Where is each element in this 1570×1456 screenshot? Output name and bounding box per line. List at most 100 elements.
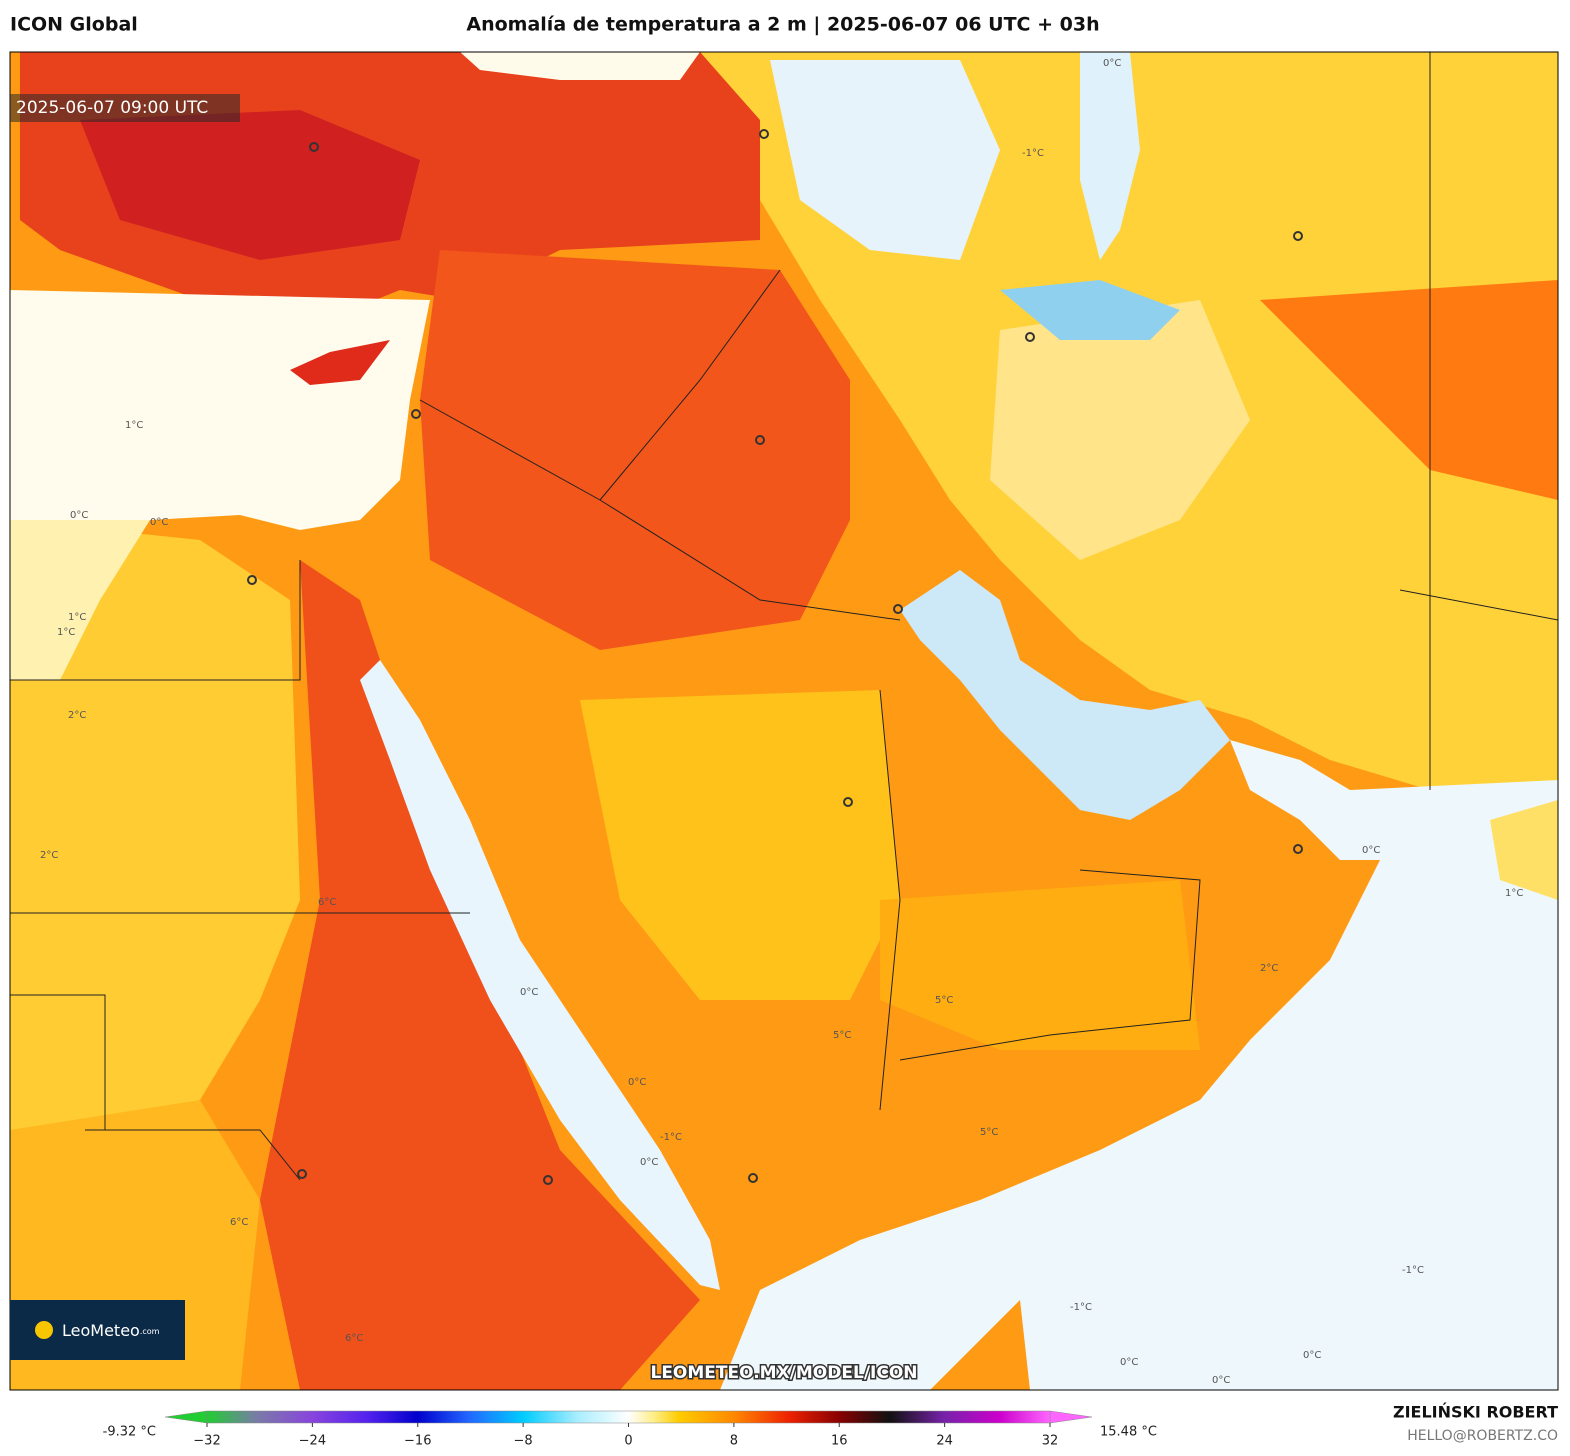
contour-label: 0°C (1303, 1350, 1321, 1361)
sea (1080, 52, 1140, 260)
city (748, 1173, 758, 1183)
colorbar-tick-label: −24 (299, 1434, 326, 1449)
borders (10, 52, 1558, 1181)
city (247, 575, 257, 585)
cool-region (1000, 280, 1180, 340)
city (543, 1175, 553, 1185)
city (893, 604, 903, 614)
contour-label: 2°C (1260, 963, 1278, 974)
hot-region (420, 250, 850, 650)
border (10, 560, 301, 681)
cool-region (770, 60, 1000, 260)
sea (720, 740, 1558, 1390)
contour-label: 0°C (70, 510, 88, 521)
contour-label: 5°C (935, 995, 953, 1006)
contour-label: 0°C (1212, 1375, 1230, 1386)
warm-region (580, 690, 900, 1000)
sea (10, 290, 430, 530)
colorbar-tick-label: 24 (936, 1434, 953, 1449)
contour-label: 0°C (520, 987, 538, 998)
timestamp: 2025-06-07 09:00 UTC (16, 98, 208, 118)
logo-suffix: .com (140, 1327, 160, 1336)
warm-region (10, 520, 300, 1130)
very-hot-region (80, 110, 420, 260)
contour-label: 0°C (1120, 1357, 1138, 1368)
model-name: ICON Global (10, 14, 138, 36)
contour-label: 1°C (57, 627, 75, 638)
land (930, 1300, 1030, 1390)
contour-label: 2°C (40, 850, 58, 861)
map: 1°C 0°C 0°C 1°C 1°C 2°C 2°C 6°C 0°C 0°C 0°C -1°C 5°C… (10, 52, 1558, 1390)
contour-label: 0°C (150, 517, 168, 528)
mild-region (1490, 800, 1558, 900)
city-markers (247, 129, 1303, 1185)
email: HELLO@ROBERTZ.CO (1407, 1428, 1558, 1444)
city (411, 409, 421, 419)
contour-label: -1°C (1402, 1265, 1424, 1276)
sea (360, 660, 720, 1290)
mild-region (10, 520, 150, 680)
colorbar-extend-low (164, 1410, 208, 1424)
border (879, 689, 901, 1111)
contour-label: 5°C (980, 1127, 998, 1138)
map-frame (9, 51, 1559, 1391)
colorbar-tick-label: 32 (1042, 1434, 1059, 1449)
contour-label: 0°C (1103, 58, 1121, 69)
contour-label: 6°C (230, 1217, 248, 1228)
contour-label: 1°C (68, 612, 86, 623)
contour-label: -1°C (660, 1132, 682, 1143)
border (10, 994, 106, 1130)
logo-name: LeoMeteo (62, 1321, 140, 1340)
city (1025, 332, 1035, 342)
colorbar-tick-label: −8 (514, 1434, 533, 1449)
contour-label: 0°C (640, 1157, 658, 1168)
colorbar-tick-label: 16 (831, 1434, 848, 1449)
colorbar-extend-high (1049, 1410, 1093, 1424)
contour-labels: 1°C 0°C 0°C 1°C 1°C 2°C 2°C 6°C 0°C 0°C 0°C -1°C 5°C… (40, 58, 1523, 1386)
contour-label: -1°C (1070, 1302, 1092, 1313)
contour-label: -1°C (1022, 148, 1044, 159)
colorbar-tick-label: −32 (193, 1434, 220, 1449)
colorbar-min: -9.32 °C (103, 1425, 156, 1440)
contour-label: 0°C (628, 1077, 646, 1088)
city (1293, 231, 1303, 241)
warm-region (880, 880, 1200, 1050)
sea (900, 570, 1230, 820)
contour-label: 1°C (1505, 888, 1523, 899)
contour-label: 1°C (125, 420, 143, 431)
colorbar-ramp (206, 1410, 1051, 1424)
city (309, 142, 319, 152)
author: ZIELIŃSKI ROBERT (1393, 1403, 1558, 1422)
city (1293, 844, 1303, 854)
watermark: LEOMETEO.MX/MODEL/ICON (650, 1363, 917, 1383)
colorbar-tick-label: 0 (624, 1434, 632, 1449)
sea (460, 52, 700, 80)
contour-label: 2°C (68, 710, 86, 721)
city (755, 435, 765, 445)
city (759, 129, 769, 139)
border (85, 1129, 301, 1181)
contour-label: 6°C (345, 1333, 363, 1344)
hot-region (1260, 280, 1558, 500)
colorbar-max: 15.48 °C (1100, 1425, 1157, 1440)
border (899, 869, 1201, 1061)
mild-region (990, 300, 1250, 560)
border (599, 269, 781, 501)
border (419, 399, 901, 621)
logo-sun (35, 1321, 53, 1339)
timestamp-box (10, 94, 240, 122)
city (297, 1169, 307, 1179)
border (1399, 589, 1558, 621)
colorbar (164, 1410, 1093, 1427)
island (290, 340, 390, 385)
contour-label: 6°C (318, 897, 336, 908)
contour-label: 5°C (833, 1030, 851, 1041)
city (843, 797, 853, 807)
map-title: Anomalía de temperatura a 2 m | 2025-06-… (466, 14, 1099, 36)
colorbar-tick-label: −16 (404, 1434, 431, 1449)
contour-label: 0°C (1362, 845, 1380, 856)
logo-text: LeoMeteo.com (62, 1321, 160, 1340)
colorbar-tick-label: 8 (730, 1434, 738, 1449)
